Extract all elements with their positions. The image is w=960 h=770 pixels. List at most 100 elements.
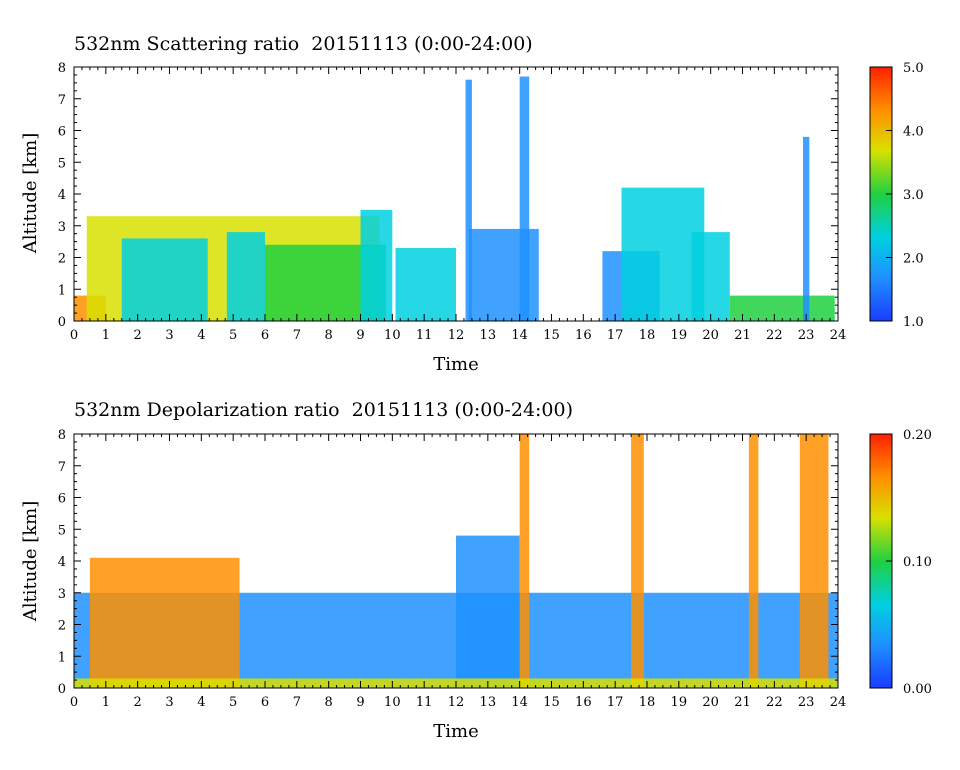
x-tick-label: 1 (102, 328, 110, 343)
colorbar-tick-label: 2.0 (903, 252, 924, 267)
x-tick-label: 0 (70, 328, 78, 343)
data-layer-11 (621, 187, 705, 321)
x-tick-label: 1 (102, 695, 110, 710)
data-layer-12 (691, 232, 730, 321)
x-tick-label: 2 (134, 695, 142, 710)
x-tick-label: 12 (448, 328, 465, 343)
x-tick-label: 3 (165, 695, 173, 710)
y-tick-label: 0 (58, 315, 66, 330)
x-tick-label: 19 (671, 695, 688, 710)
y-tick-label: 1 (58, 650, 66, 665)
y-tick-label: 7 (58, 460, 66, 475)
x-tick-label: 20 (702, 328, 719, 343)
x-tick-label: 7 (293, 328, 301, 343)
depolarization-data-layers (74, 434, 838, 688)
y-tick-label: 6 (58, 125, 66, 140)
y-tick-label: 5 (58, 156, 66, 171)
y-tick-label: 5 (58, 523, 66, 538)
data-layer-3 (519, 434, 530, 688)
x-tick-label: 10 (384, 695, 401, 710)
y-tick-label: 6 (58, 492, 66, 507)
x-tick-label: 2 (134, 328, 142, 343)
depolarization-axes: 0 1 2 3 4 5 6 7 8 9 10 11 12 13 14 15 16 17 18 19 20 21 22 23 24… (58, 428, 847, 710)
y-tick-label: 8 (58, 61, 66, 76)
x-tick-label: 23 (798, 328, 815, 343)
x-tick-label: 15 (543, 328, 560, 343)
y-tick-label: 3 (58, 220, 66, 235)
x-tick-label: 6 (261, 328, 269, 343)
x-tick-label: 9 (356, 695, 364, 710)
x-tick-label: 5 (229, 328, 237, 343)
y-tick-label: 1 (58, 283, 66, 298)
x-tick-label: 24 (830, 695, 847, 710)
x-tick-label: 4 (197, 695, 205, 710)
y-tick-label: 8 (58, 428, 66, 443)
colorbar-ticks-depolarization: 0.00 0.10 0.20 (886, 428, 932, 697)
x-tick-label: 22 (766, 695, 783, 710)
x-tick-label: 5 (229, 695, 237, 710)
y-tick-label: 2 (58, 619, 66, 634)
panel-scattering: 532nm Scattering ratio 20151113 (0:00-24… (20, 33, 924, 375)
colorbar-ticks-scattering: 1.0 2.0 3.0 4.0 5.0 (886, 61, 924, 330)
x-tick-label: 7 (293, 695, 301, 710)
x-tick-label: 11 (416, 695, 433, 710)
x-tick-label: 6 (261, 695, 269, 710)
x-tick-label: 20 (702, 695, 719, 710)
y-tick-label: 3 (58, 587, 66, 602)
data-layer-9 (465, 79, 472, 321)
data-layer-2 (456, 535, 520, 688)
y-tick-label: 4 (58, 555, 66, 570)
chart-title-depolarization: 532nm Depolarization ratio 20151113 (0:0… (74, 399, 573, 421)
data-layer-3 (226, 232, 265, 321)
y-tick-label: 4 (58, 188, 66, 203)
x-tick-label: 22 (766, 328, 783, 343)
colorbar-tick-label: 3.0 (903, 188, 924, 203)
x-tick-label: 13 (480, 328, 497, 343)
x-axis-label-depolarization: Time (433, 721, 478, 742)
x-tick-label: 18 (639, 695, 656, 710)
x-tick-label: 15 (543, 695, 560, 710)
x-tick-label: 10 (384, 328, 401, 343)
colorbar-tick-label: 4.0 (903, 125, 924, 140)
x-tick-label: 19 (671, 328, 688, 343)
x-tick-label: 21 (734, 695, 751, 710)
x-tick-label: 18 (639, 328, 656, 343)
x-tick-label: 11 (416, 328, 433, 343)
x-axis-label-scattering: Time (433, 354, 478, 375)
colorbar-tick-label: 0.20 (903, 428, 932, 443)
data-layer-13 (729, 295, 835, 321)
x-tick-label: 9 (356, 328, 364, 343)
x-tick-label: 23 (798, 695, 815, 710)
scattering-axes: 0 1 2 3 4 5 6 7 8 9 10 11 12 13 14 15 16 17 18 19 20 21 22 23 24… (58, 61, 847, 343)
x-tick-label: 4 (197, 328, 205, 343)
data-layer-5 (360, 209, 393, 321)
x-tick-label: 14 (511, 695, 528, 710)
colorbar-tick-label: 0.00 (903, 682, 932, 697)
y-axis-label-depolarization: Altitude [km] (20, 501, 41, 623)
x-tick-label: 3 (165, 328, 173, 343)
colorbar-tick-label: 0.10 (903, 555, 932, 570)
x-tick-label: 21 (734, 328, 751, 343)
x-tick-label: 17 (607, 328, 624, 343)
data-layer-14 (802, 136, 810, 321)
colorbar-tick-label: 5.0 (903, 61, 924, 76)
colorbar-tick-label: 1.0 (903, 315, 924, 330)
x-tick-label: 13 (480, 695, 497, 710)
x-tick-label: 8 (325, 328, 333, 343)
y-tick-label: 7 (58, 93, 66, 108)
panel-depolarization: 532nm Depolarization ratio 20151113 (0:0… (20, 399, 932, 742)
scattering-data-layers (74, 76, 835, 322)
x-tick-label: 17 (607, 695, 624, 710)
data-layer-6 (799, 434, 829, 688)
data-layer-1 (89, 557, 240, 688)
x-tick-label: 14 (511, 328, 528, 343)
data-layer-2 (121, 238, 208, 321)
data-layer-8 (519, 76, 530, 322)
data-layer-5 (748, 434, 759, 688)
x-tick-label: 24 (830, 328, 847, 343)
chart-title-scattering: 532nm Scattering ratio 20151113 (0:00-24… (74, 33, 533, 55)
x-tick-label: 8 (325, 695, 333, 710)
x-tick-label: 16 (575, 695, 592, 710)
y-tick-label: 2 (58, 252, 66, 267)
